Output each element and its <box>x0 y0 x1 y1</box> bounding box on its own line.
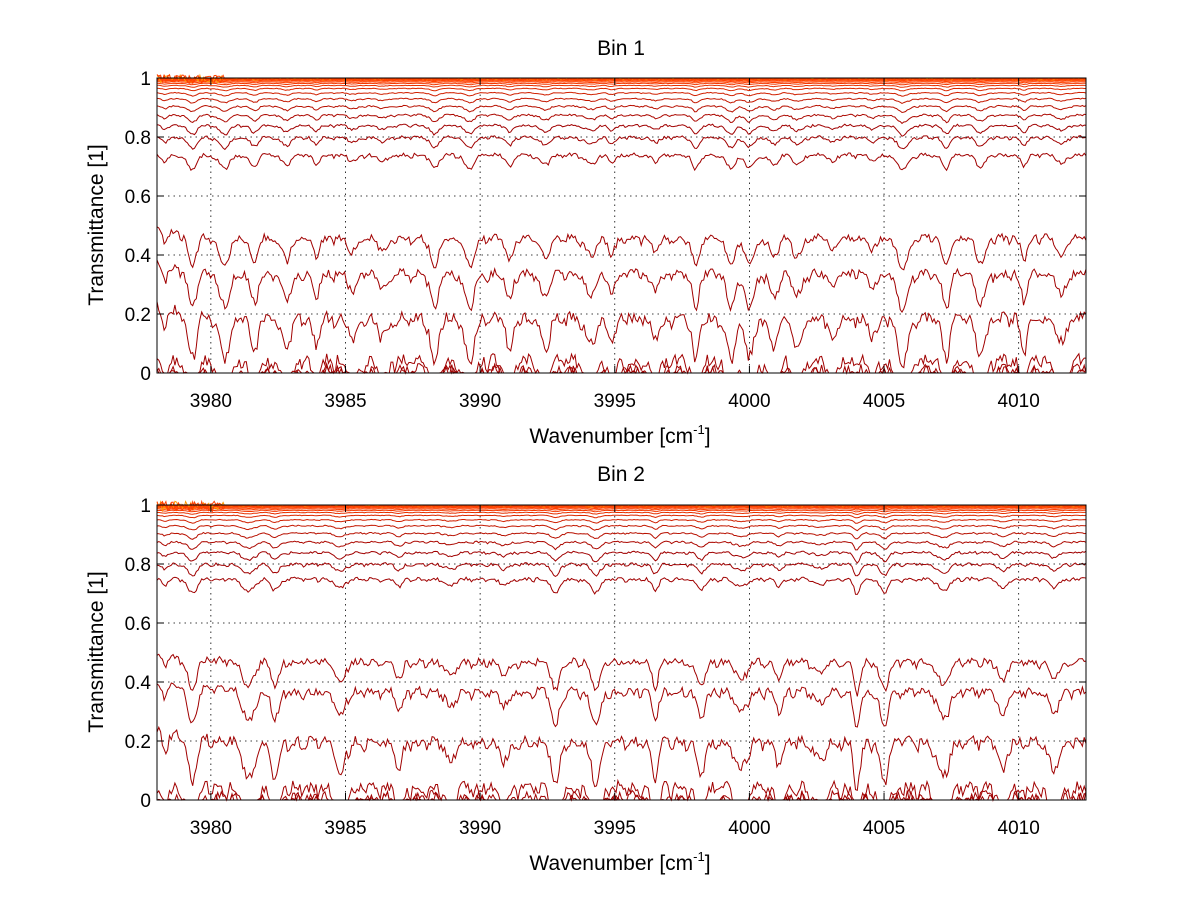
series-line <box>156 73 1087 85</box>
series-line <box>156 550 1087 564</box>
x-tick-label: 4010 <box>998 818 1040 839</box>
series-line <box>156 531 1087 540</box>
chart-panel-bin-1: Bin 1 3980 3985 3990 3995 4000 4005 4010 0 0.2 0.… <box>85 37 1087 448</box>
series-line <box>157 84 1086 88</box>
chart-title: Bin 1 <box>597 37 645 60</box>
x-tick-label: 4010 <box>998 391 1040 412</box>
series-line <box>156 97 1087 104</box>
x-axis-label: Wavenumber [cm-1] <box>529 849 710 875</box>
x-tick-label: 4005 <box>863 818 905 839</box>
series-line <box>156 226 1087 271</box>
tick-marks: 3980 3985 3990 3995 4000 4005 4010 0 0.2 0.4 0.6 0.… <box>125 69 1086 412</box>
x-tick-label: 4005 <box>863 391 905 412</box>
series-line <box>156 524 1086 532</box>
y-tick-label: 0.8 <box>125 128 151 149</box>
series-line <box>156 576 1087 595</box>
x-tick-label: 3995 <box>594 391 636 412</box>
series-line <box>156 540 1087 551</box>
y-axis-label: Transmittance [1] <box>85 571 108 732</box>
x-tick-label: 3985 <box>324 391 366 412</box>
x-tick-label: 3980 <box>190 818 232 839</box>
y-tick-label: 0.2 <box>125 732 151 753</box>
series-line <box>156 511 1087 516</box>
y-tick-label: 0.8 <box>125 555 151 576</box>
series-line <box>157 507 1086 510</box>
chart-title: Bin 2 <box>597 463 645 486</box>
x-tick-label: 3995 <box>594 818 636 839</box>
axes-box <box>156 77 1087 374</box>
series-line <box>156 135 1087 151</box>
series-line <box>156 259 1087 314</box>
x-tick-label: 4000 <box>728 818 770 839</box>
series-line <box>156 352 1086 375</box>
series-line <box>156 562 1087 577</box>
series-line <box>156 778 1087 802</box>
series-line <box>156 725 1087 791</box>
y-tick-label: 0.6 <box>125 614 151 635</box>
x-tick-label: 3980 <box>190 391 232 412</box>
chart-panel-bin-2: Bin 2 3980 3985 3990 3995 4000 4005 4010 0 0.2 0.… <box>85 463 1087 875</box>
series-line <box>156 518 1087 524</box>
series-line <box>156 509 1087 513</box>
series-line <box>156 301 1087 369</box>
series-line <box>156 152 1087 172</box>
series-group <box>156 499 1087 802</box>
y-tick-label: 0.2 <box>125 305 151 326</box>
series-line <box>156 80 1087 83</box>
plot-area <box>157 78 1086 373</box>
y-tick-label: 1 <box>140 496 151 517</box>
y-tick-label: 0.4 <box>125 246 152 267</box>
y-tick-label: 0 <box>140 791 151 812</box>
x-tick-label: 3985 <box>324 818 366 839</box>
series-line <box>156 104 1087 114</box>
series-line <box>156 653 1087 697</box>
series-line <box>156 682 1087 728</box>
tick-marks: 3980 3985 3990 3995 4000 4005 4010 0 0.2 0.4 0.6 0.… <box>125 496 1086 839</box>
series-line <box>156 82 1087 86</box>
y-tick-label: 0 <box>140 364 151 385</box>
x-tick-label: 4000 <box>728 391 770 412</box>
series-line <box>156 113 1087 125</box>
series-line <box>156 87 1086 92</box>
series-line <box>156 514 1087 519</box>
series-line <box>157 789 1087 802</box>
series-line <box>156 123 1087 137</box>
y-tick-label: 0.6 <box>125 187 151 208</box>
series-line <box>157 81 1087 84</box>
y-tick-label: 1 <box>140 69 151 90</box>
y-tick-label: 0.4 <box>125 673 152 694</box>
axes-box <box>156 504 1087 801</box>
series-line <box>156 91 1087 97</box>
series-line <box>157 508 1087 511</box>
x-axis-label: Wavenumber [cm-1] <box>529 422 710 448</box>
x-tick-label: 3990 <box>459 818 501 839</box>
plot-area <box>157 505 1086 800</box>
y-axis-label: Transmittance [1] <box>85 144 108 305</box>
x-tick-label: 3990 <box>459 391 501 412</box>
